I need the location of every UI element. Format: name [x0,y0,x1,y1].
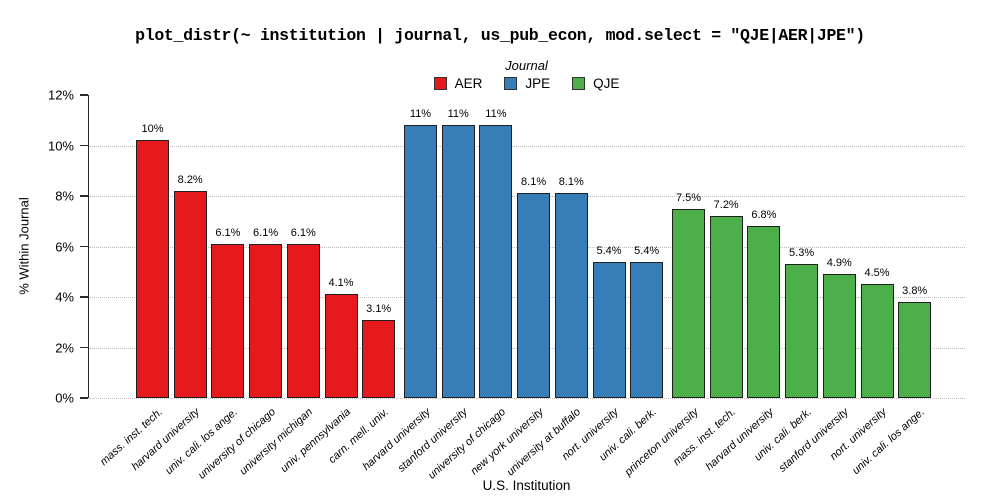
chart-title: plot_distr(~ institution | journal, us_p… [135,26,865,45]
y-tick-label: 6% [55,239,74,254]
bar-value-label: 10% [141,123,164,136]
bar-qje-5 [822,274,856,398]
bar-qje-6 [860,284,894,398]
bar-qje-3 [747,226,781,398]
bar-value-label: 11% [447,108,469,121]
legend-swatch-aer [433,77,447,90]
bar-value-label: 5.3% [789,247,815,260]
legend-entry-aer: AER [433,76,483,91]
legend-label: AER [454,76,483,91]
bar-value-label: 5.4% [596,244,622,257]
legend-title: Journal [505,58,548,73]
y-tick [80,346,88,349]
y-tick-label: 10% [47,138,74,153]
bar-aer-3 [211,243,245,398]
bar-value-label: 3.1% [366,302,392,315]
gridline-10pct [89,145,965,147]
bar-value-label: 4.9% [826,257,852,270]
y-tick [80,195,88,197]
bar-value-label: 6.1% [215,226,241,239]
bar-value-label: 7.5% [675,191,702,204]
y-tick [80,397,88,399]
legend-swatch-jpe [504,77,518,90]
y-axis-title: % Within Journal [16,197,32,295]
bar-jpe-3 [479,125,513,398]
bar-aer-4 [249,243,283,398]
bar-jpe-1 [404,125,437,398]
bar-jpe-5 [554,193,588,398]
bar-aer-2 [173,190,207,398]
bar-value-label: 7.2% [713,199,739,212]
bar-value-label: 4.1% [328,277,354,290]
bar-aer-5 [286,243,320,398]
bar-value-label: 4.5% [864,267,890,280]
legend-label: QJE [593,76,620,91]
gridline-0pct [89,398,965,399]
bar-value-label: 6.8% [751,209,777,222]
legend: Journal AER JPE QJE [88,58,965,91]
bar-value-label: 8.2% [177,173,203,186]
bar-qje-2 [709,216,743,398]
y-tick-label: 8% [55,188,74,204]
y-tick-label: 0% [55,390,74,406]
bar-value-label: 5.4% [634,244,660,257]
bar-jpe-6 [592,261,626,398]
y-tick-label: 12% [47,87,74,103]
bar-value-label: 11% [409,108,432,121]
y-tick [80,245,88,248]
bar-aer-7 [362,319,396,398]
bar-value-label: 8.1% [521,176,547,189]
bar-value-label: 8.1% [558,176,584,189]
y-tick [80,144,88,147]
legend-entry-jpe: JPE [504,76,550,91]
legend-row: AER JPE QJE [88,76,965,91]
bar-aer-6 [324,294,358,398]
bar-value-label: 3.8% [902,285,928,298]
bar-qje-1 [672,208,705,398]
legend-swatch-qje [572,77,586,90]
bar-jpe-2 [441,125,475,398]
bar-value-label: 6.1% [290,226,316,239]
bar-value-label: 11% [485,108,507,121]
bar-jpe-7 [630,261,664,398]
plot-area: 0% 2% 4% 6% 8% 10% 12% 10% mass. inst. tech. 8.2%… [48,88,965,482]
legend-label: JPE [525,76,551,91]
x-axis-title: U.S. Institution [482,478,571,493]
y-tick-label: 4% [55,289,74,305]
bar-value-label: 6.1% [253,226,279,239]
y-tick-label: 2% [55,340,74,355]
bar-qje-4 [785,264,819,398]
bar-qje-7 [898,302,932,398]
bar-aer-1 [136,140,169,398]
bar-jpe-4 [517,193,551,398]
y-tick [80,296,88,298]
legend-entry-qje: QJE [572,76,619,91]
y-tick [80,94,88,96]
